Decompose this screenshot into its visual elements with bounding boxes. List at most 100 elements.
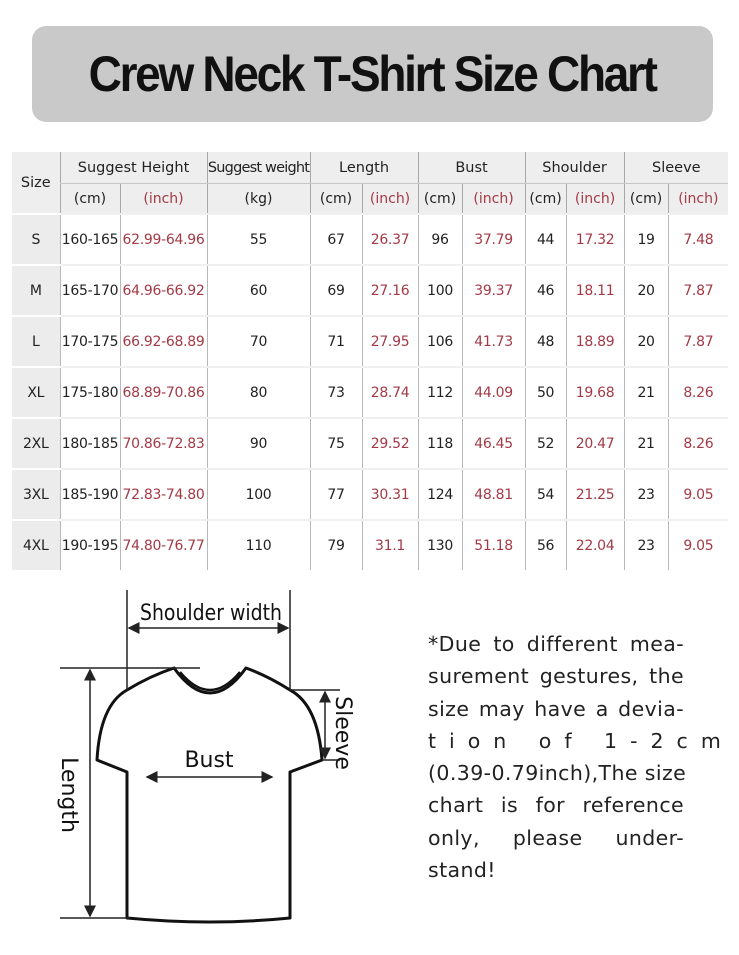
- table-cell: 68.89-70.86: [119, 366, 208, 418]
- table-cell: 74.80-76.77: [119, 519, 208, 570]
- note-line: *Due to different mea-: [428, 632, 684, 656]
- note-line: surement gestures, the: [428, 664, 684, 689]
- table-cell: 27.95: [361, 315, 419, 367]
- table-cell: 21.25: [565, 468, 625, 520]
- table-cell: 79: [309, 519, 363, 570]
- table-cell: 130: [417, 519, 463, 570]
- table-cell: 71: [309, 315, 363, 367]
- table-cell: 180-185: [59, 417, 120, 469]
- header-shoulder: Shoulder: [524, 152, 625, 184]
- table-cell: 175-180: [59, 366, 120, 418]
- tshirt-diagram: Shoulder width Bust Length Sleeve: [56, 590, 355, 924]
- table-cell: 27.16: [361, 264, 419, 316]
- table-cell: 70: [206, 315, 311, 367]
- table-cell: 30.31: [361, 468, 419, 520]
- table-cell: 75: [309, 417, 363, 469]
- sleeve-label: Sleeve: [330, 696, 355, 770]
- table-cell: 77: [309, 468, 363, 520]
- table-cell: 64.96-66.92: [119, 264, 208, 316]
- table-cell: 9.05: [667, 468, 729, 520]
- shoulder-width-label: Shoulder width: [140, 601, 282, 626]
- header-size: Size: [12, 152, 60, 215]
- unit-header: (cm): [524, 183, 567, 214]
- table-cell: 96: [417, 213, 463, 265]
- table-cell: 67: [309, 213, 363, 265]
- size-cell: XL: [12, 366, 60, 418]
- note-line: (0.39-0.79inch),The size: [428, 761, 687, 786]
- table-cell: 69: [309, 264, 363, 316]
- table-cell: 165-170: [59, 264, 120, 316]
- table-cell: 20: [623, 264, 669, 316]
- table-cell: 70.86-72.83: [119, 417, 208, 469]
- table-cell: 29.52: [361, 417, 419, 469]
- table-row: 2XL 180-185 70.86-72.83 90 75 29.52 118 46.45 52…: [12, 417, 729, 469]
- size-cell: 2XL: [12, 417, 60, 469]
- note-line: chart is for reference: [428, 793, 684, 818]
- note-line: only, please under-: [428, 825, 684, 850]
- table-cell: 80: [206, 366, 311, 418]
- header-weight: Suggest weight: [206, 152, 311, 184]
- table-cell: 51.18: [461, 519, 526, 570]
- measurement-note: *Due to different mea-surement gestures,…: [428, 628, 734, 886]
- table-row: 3XL 185-190 72.83-74.80 100 77 30.31 124 48.81 5…: [12, 468, 729, 520]
- unit-header: (inch): [667, 183, 729, 214]
- table-cell: 7.87: [667, 315, 729, 367]
- table-cell: 20: [623, 315, 669, 367]
- note-line: size may have a devia-: [428, 696, 684, 721]
- table-cell: 72.83-74.80: [119, 468, 208, 520]
- table-cell: 46.45: [461, 417, 526, 469]
- table-cell: 100: [417, 264, 463, 316]
- table-cell: 160-165: [59, 213, 120, 265]
- table-cell: 28.74: [361, 366, 419, 418]
- table-cell: 22.04: [565, 519, 625, 570]
- unit-row: (cm) (inch) (kg) (cm) (inch) (cm) (inch) (cm) (i…: [12, 183, 729, 214]
- table-cell: 7.87: [667, 264, 729, 316]
- unit-header: (cm): [623, 183, 669, 214]
- table-row: S 160-165 62.99-64.96 55 67 26.37 96 37.79 44 17.…: [12, 213, 729, 265]
- table-cell: 18.11: [565, 264, 625, 316]
- bust-label: Bust: [184, 748, 233, 773]
- page-title: Crew Neck T-Shirt Size Chart: [88, 46, 658, 102]
- header-sleeve: Sleeve: [623, 152, 729, 184]
- table-row: 4XL 190-195 74.80-76.77 110 79 31.1 130 51.18 56…: [12, 519, 729, 570]
- table-cell: 44.09: [461, 366, 526, 418]
- table-cell: 118: [417, 417, 463, 469]
- table-cell: 18.89: [565, 315, 625, 367]
- table-cell: 190-195: [59, 519, 120, 570]
- table-cell: 8.26: [667, 366, 729, 418]
- size-cell: M: [12, 264, 60, 316]
- table-cell: 100: [206, 468, 311, 520]
- unit-header: (kg): [206, 183, 311, 214]
- header-height: Suggest Height: [59, 152, 208, 184]
- table-cell: 17.32: [565, 213, 625, 265]
- table-cell: 73: [309, 366, 363, 418]
- table-cell: 21: [623, 366, 669, 418]
- table-cell: 7.48: [667, 213, 729, 265]
- table-cell: 54: [524, 468, 567, 520]
- size-cell: 3XL: [12, 468, 60, 520]
- table-cell: 48.81: [461, 468, 526, 520]
- note-line: tion of 1-2cm: [428, 728, 734, 753]
- table-cell: 20.47: [565, 417, 625, 469]
- unit-header: (inch): [565, 183, 625, 214]
- unit-header: (inch): [361, 183, 419, 214]
- table-cell: 41.73: [461, 315, 526, 367]
- table-cell: 90: [206, 417, 311, 469]
- unit-header: (cm): [309, 183, 363, 214]
- table-cell: 26.37: [361, 213, 419, 265]
- length-label: Length: [56, 757, 81, 833]
- table-cell: 37.79: [461, 213, 526, 265]
- table-cell: 23: [623, 519, 669, 570]
- table-cell: 44: [524, 213, 567, 265]
- table-cell: 124: [417, 468, 463, 520]
- table-cell: 48: [524, 315, 567, 367]
- title-banner: Crew Neck T-Shirt Size Chart: [32, 26, 713, 122]
- table-cell: 31.1: [361, 519, 419, 570]
- table-cell: 19: [623, 213, 669, 265]
- table-cell: 39.37: [461, 264, 526, 316]
- table-cell: 56: [524, 519, 567, 570]
- header-bust: Bust: [417, 152, 526, 184]
- table-row: L 170-175 66.92-68.89 70 71 27.95 106 41.73 48 18…: [12, 315, 729, 367]
- table-cell: 185-190: [59, 468, 120, 520]
- unit-header: (inch): [119, 183, 208, 214]
